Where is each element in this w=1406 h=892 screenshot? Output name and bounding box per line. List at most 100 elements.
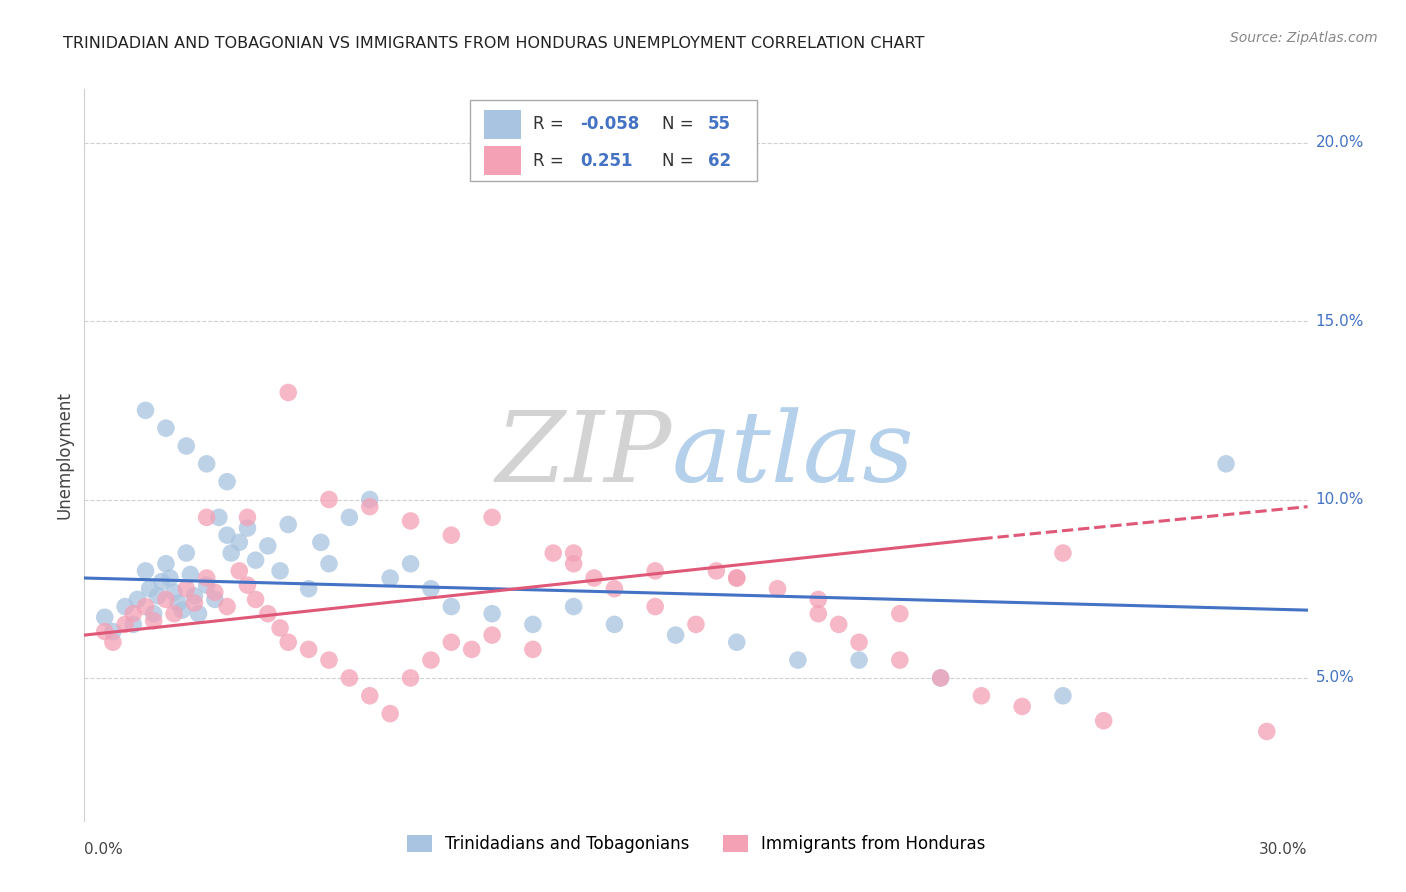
Point bbox=[706, 564, 728, 578]
Point bbox=[583, 571, 606, 585]
Point bbox=[603, 582, 626, 596]
Text: -0.058: -0.058 bbox=[579, 115, 638, 133]
Text: 0.251: 0.251 bbox=[579, 152, 633, 169]
Point bbox=[174, 546, 197, 560]
Point bbox=[146, 589, 169, 603]
Point bbox=[114, 599, 136, 614]
Point bbox=[807, 607, 830, 621]
Point bbox=[138, 582, 160, 596]
Point bbox=[929, 671, 952, 685]
Point bbox=[481, 607, 503, 621]
Point bbox=[848, 653, 870, 667]
Point bbox=[174, 439, 197, 453]
Point bbox=[183, 589, 205, 603]
Point bbox=[183, 596, 205, 610]
Point bbox=[236, 521, 259, 535]
Point bbox=[1052, 546, 1074, 560]
Point bbox=[1215, 457, 1237, 471]
Point bbox=[217, 599, 239, 614]
Point bbox=[889, 607, 911, 621]
Point bbox=[187, 607, 209, 621]
Point bbox=[562, 599, 585, 614]
Point bbox=[135, 564, 157, 578]
Point bbox=[461, 642, 484, 657]
Point bbox=[318, 653, 340, 667]
Point bbox=[787, 653, 810, 667]
Point bbox=[257, 607, 280, 621]
Text: N =: N = bbox=[662, 152, 699, 169]
Point bbox=[155, 557, 177, 571]
Point bbox=[114, 617, 136, 632]
Point bbox=[766, 582, 789, 596]
Legend: Trinidadians and Tobagonians, Immigrants from Honduras: Trinidadians and Tobagonians, Immigrants… bbox=[399, 829, 993, 860]
Point bbox=[1092, 714, 1115, 728]
Point bbox=[245, 553, 267, 567]
Point bbox=[142, 607, 165, 621]
Text: R =: R = bbox=[533, 152, 569, 169]
Point bbox=[155, 592, 177, 607]
Text: 15.0%: 15.0% bbox=[1316, 314, 1364, 328]
Y-axis label: Unemployment: Unemployment bbox=[55, 391, 73, 519]
Point bbox=[644, 599, 666, 614]
Point bbox=[93, 610, 115, 624]
Point bbox=[236, 578, 259, 592]
Point bbox=[440, 528, 463, 542]
Point bbox=[1011, 699, 1033, 714]
Point bbox=[420, 653, 443, 667]
Point bbox=[298, 642, 321, 657]
Point bbox=[122, 617, 145, 632]
Point bbox=[603, 617, 626, 632]
FancyBboxPatch shape bbox=[470, 100, 758, 180]
Point bbox=[159, 571, 181, 585]
Point bbox=[929, 671, 952, 685]
Point bbox=[318, 557, 340, 571]
Point bbox=[665, 628, 688, 642]
Point bbox=[245, 592, 267, 607]
Point bbox=[380, 571, 402, 585]
Text: 5.0%: 5.0% bbox=[1316, 671, 1354, 685]
Text: ZIP: ZIP bbox=[495, 408, 672, 502]
Point bbox=[298, 582, 321, 596]
Point bbox=[174, 582, 197, 596]
Point bbox=[339, 510, 361, 524]
Point bbox=[359, 689, 381, 703]
Point bbox=[93, 624, 115, 639]
Point bbox=[889, 653, 911, 667]
Text: 10.0%: 10.0% bbox=[1316, 492, 1364, 507]
Point bbox=[122, 607, 145, 621]
Point bbox=[179, 567, 201, 582]
Point bbox=[277, 517, 299, 532]
Point bbox=[127, 592, 149, 607]
Point bbox=[277, 635, 299, 649]
Point bbox=[440, 599, 463, 614]
Point bbox=[562, 557, 585, 571]
Point bbox=[399, 557, 422, 571]
Text: 62: 62 bbox=[709, 152, 731, 169]
FancyBboxPatch shape bbox=[484, 146, 522, 175]
Point bbox=[725, 635, 748, 649]
Point bbox=[359, 500, 381, 514]
Point bbox=[685, 617, 707, 632]
Point bbox=[828, 617, 851, 632]
Text: R =: R = bbox=[533, 115, 569, 133]
Point bbox=[440, 635, 463, 649]
Point bbox=[195, 571, 218, 585]
Point bbox=[150, 574, 173, 589]
Point bbox=[172, 603, 194, 617]
Point bbox=[848, 635, 870, 649]
Point bbox=[399, 514, 422, 528]
Point bbox=[195, 510, 218, 524]
Point bbox=[219, 546, 242, 560]
Point bbox=[269, 621, 291, 635]
Point bbox=[970, 689, 993, 703]
Point bbox=[522, 642, 544, 657]
FancyBboxPatch shape bbox=[484, 110, 522, 139]
Point bbox=[522, 617, 544, 632]
Point bbox=[217, 475, 239, 489]
Point bbox=[155, 421, 177, 435]
Point bbox=[135, 599, 157, 614]
Point bbox=[217, 528, 239, 542]
Point bbox=[101, 624, 124, 639]
Text: 0.0%: 0.0% bbox=[84, 842, 124, 857]
Point bbox=[163, 585, 186, 599]
